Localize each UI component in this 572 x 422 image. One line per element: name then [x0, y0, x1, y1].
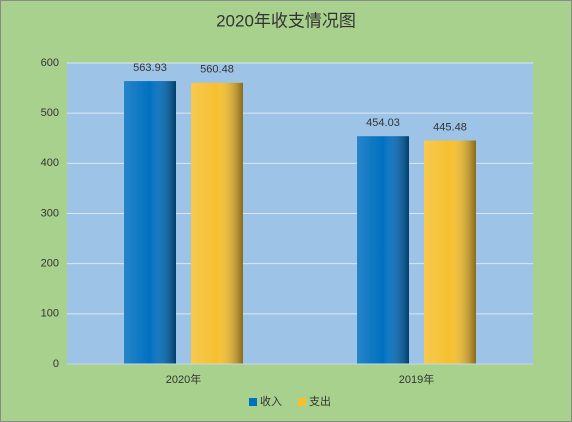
bar	[191, 82, 243, 364]
data-label: 560.48	[200, 64, 234, 76]
legend-label: 支出	[309, 394, 331, 408]
bar	[124, 81, 176, 364]
y-tick-label: 300	[41, 207, 59, 219]
bar	[424, 140, 476, 364]
y-tick-label: 400	[41, 157, 59, 169]
x-tick-label: 2019年	[399, 372, 434, 386]
data-label: 445.48	[433, 121, 467, 133]
bar	[357, 136, 409, 364]
y-tick-label: 100	[41, 308, 59, 320]
chart-title: 2020年收支情况图	[216, 11, 356, 30]
y-tick-label: 0	[53, 358, 59, 370]
x-tick-label: 2020年	[166, 372, 201, 386]
legend-label: 收入	[260, 394, 282, 408]
data-label: 454.03	[366, 117, 400, 129]
legend-swatch	[249, 398, 257, 406]
y-tick-label: 200	[41, 258, 59, 270]
y-tick-label: 500	[41, 107, 59, 119]
data-label: 563.93	[133, 62, 167, 74]
legend-swatch	[298, 398, 306, 406]
y-tick-label: 600	[41, 57, 59, 69]
